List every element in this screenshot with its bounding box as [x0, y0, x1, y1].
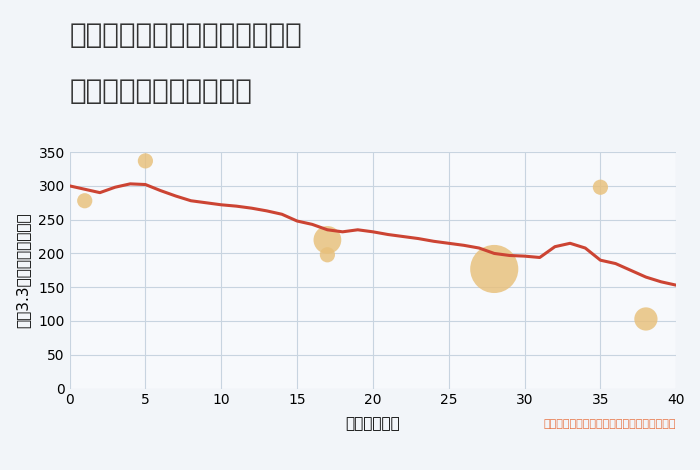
Point	[322, 251, 333, 258]
Point	[640, 315, 652, 323]
Text: 築年数別中古戸建て価格: 築年数別中古戸建て価格	[69, 77, 253, 105]
Text: 円の大きさは、取引のあった物件面積を示す: 円の大きさは、取引のあった物件面積を示す	[544, 419, 676, 429]
Point	[322, 236, 333, 243]
X-axis label: 築年数（年）: 築年数（年）	[346, 416, 400, 431]
Point	[79, 197, 90, 204]
Y-axis label: 坪（3.3㎡）単価（万円）: 坪（3.3㎡）単価（万円）	[15, 212, 30, 328]
Text: 東京都千代田区神田東松下町の: 東京都千代田区神田東松下町の	[69, 21, 302, 49]
Point	[595, 183, 606, 191]
Point	[140, 157, 151, 164]
Point	[489, 265, 500, 273]
